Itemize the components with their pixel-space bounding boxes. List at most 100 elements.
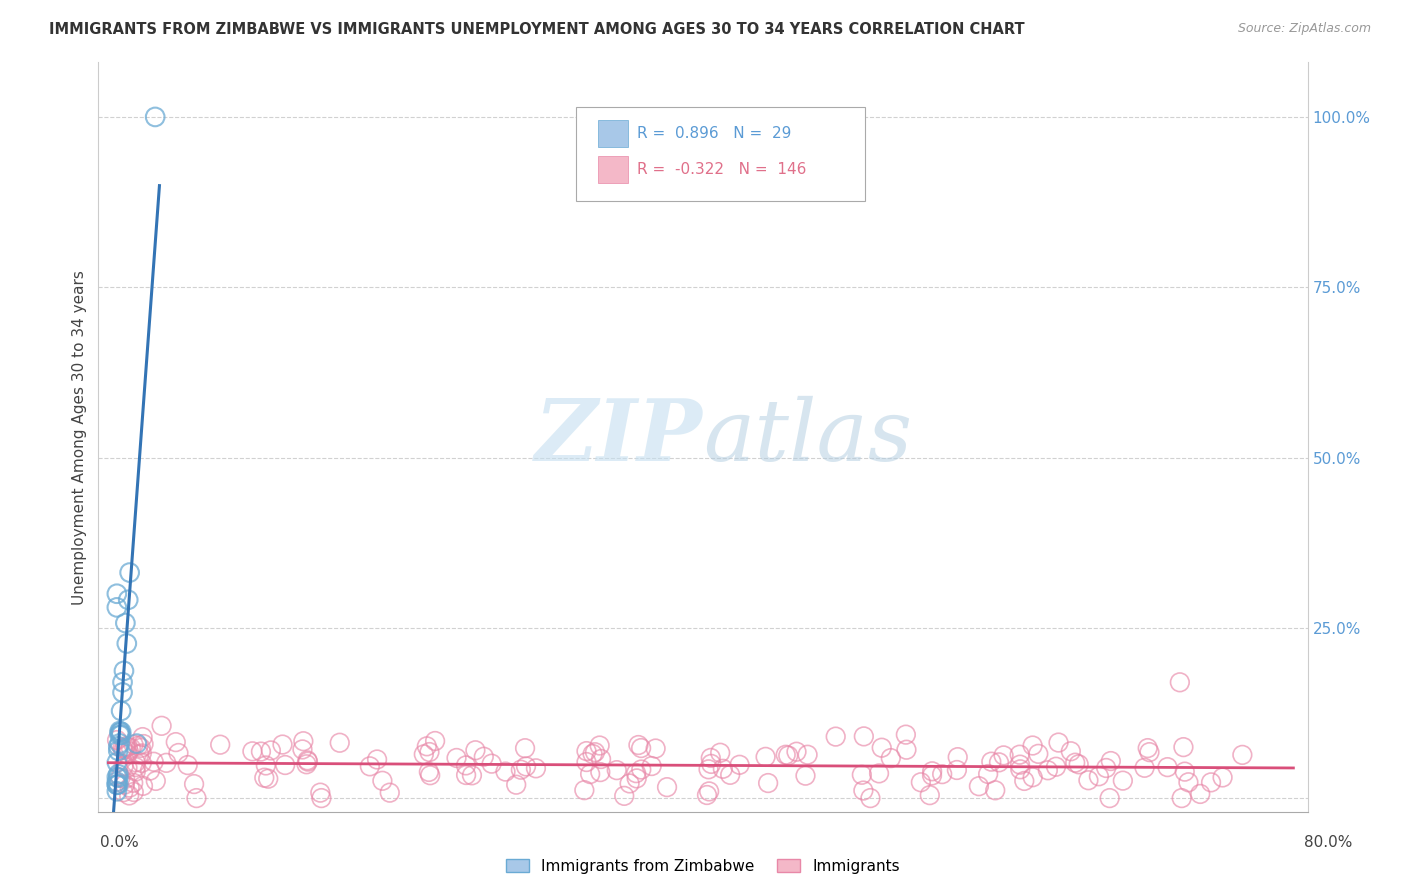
Point <box>242 744 264 758</box>
Point <box>1099 754 1122 768</box>
Point <box>472 749 495 764</box>
Point <box>1064 756 1087 770</box>
Point <box>125 737 148 751</box>
Point <box>139 764 162 778</box>
Point <box>131 756 153 770</box>
Point <box>125 764 148 779</box>
Point <box>378 786 401 800</box>
Point <box>1014 773 1036 788</box>
Point <box>114 739 136 754</box>
Point <box>589 752 612 766</box>
Point <box>110 704 132 718</box>
Point <box>1008 747 1031 762</box>
Point <box>105 756 128 770</box>
Point <box>112 664 135 678</box>
Point <box>1026 747 1049 761</box>
Point <box>105 774 128 789</box>
Point <box>418 764 440 779</box>
Point <box>515 759 537 773</box>
Point <box>1088 769 1111 783</box>
Point <box>509 763 531 777</box>
Point <box>124 756 146 770</box>
Point <box>1067 757 1090 772</box>
Point <box>150 719 173 733</box>
Point <box>115 636 138 650</box>
Point <box>626 772 648 786</box>
Point <box>655 780 678 794</box>
Point <box>778 748 800 763</box>
Point <box>868 766 890 780</box>
Point <box>464 743 486 757</box>
Point <box>112 742 135 756</box>
Point <box>1010 762 1032 776</box>
Point <box>644 741 666 756</box>
Point <box>1173 740 1195 755</box>
Point <box>132 779 155 793</box>
Point <box>1021 739 1043 753</box>
Point <box>575 744 598 758</box>
Point <box>111 675 134 690</box>
Point <box>257 772 280 786</box>
Point <box>127 739 149 753</box>
Point <box>967 779 990 793</box>
Point <box>696 788 718 802</box>
Point <box>946 763 969 777</box>
Point <box>1136 741 1159 756</box>
Point <box>1156 760 1178 774</box>
Point <box>142 755 165 769</box>
Point <box>274 758 297 772</box>
Point <box>186 791 208 805</box>
Point <box>977 767 1000 781</box>
Point <box>1112 773 1135 788</box>
Point <box>110 771 132 785</box>
Point <box>1139 745 1161 759</box>
Point <box>946 750 969 764</box>
Text: Source: ZipAtlas.com: Source: ZipAtlas.com <box>1237 22 1371 36</box>
Point <box>250 745 273 759</box>
Point <box>114 778 136 792</box>
Point <box>105 777 128 791</box>
Point <box>1170 791 1192 805</box>
Point <box>112 759 135 773</box>
Point <box>896 742 918 756</box>
Point <box>574 783 596 797</box>
Point <box>120 740 142 755</box>
Point <box>292 734 315 748</box>
Point <box>132 737 155 751</box>
Point <box>824 730 846 744</box>
Point <box>107 744 129 758</box>
Point <box>870 740 893 755</box>
Point <box>579 767 602 781</box>
Point <box>513 741 536 756</box>
Point <box>143 110 166 124</box>
Point <box>107 739 129 754</box>
Point <box>1168 675 1191 690</box>
Point <box>297 753 319 767</box>
Point <box>711 762 734 776</box>
Point <box>931 767 953 781</box>
Point <box>131 730 153 744</box>
Point <box>107 767 129 781</box>
Point <box>155 756 177 770</box>
Point <box>117 592 139 607</box>
Point <box>755 750 778 764</box>
Point <box>105 778 128 792</box>
Point <box>697 784 720 798</box>
Point <box>131 747 153 761</box>
Text: IMMIGRANTS FROM ZIMBABWE VS IMMIGRANTS UNEMPLOYMENT AMONG AGES 30 TO 34 YEARS CO: IMMIGRANTS FROM ZIMBABWE VS IMMIGRANTS U… <box>49 22 1025 37</box>
Point <box>297 755 319 769</box>
Point <box>1045 760 1067 774</box>
Point <box>419 768 441 782</box>
Point <box>988 756 1011 770</box>
Point <box>108 728 131 742</box>
Point <box>423 734 446 748</box>
Point <box>371 773 394 788</box>
Point <box>107 771 129 785</box>
Point <box>921 764 943 779</box>
Point <box>624 766 647 780</box>
Point <box>112 785 135 799</box>
Text: 0.0%: 0.0% <box>100 836 139 850</box>
Point <box>129 740 152 755</box>
Point <box>851 768 873 782</box>
Point <box>309 786 332 800</box>
